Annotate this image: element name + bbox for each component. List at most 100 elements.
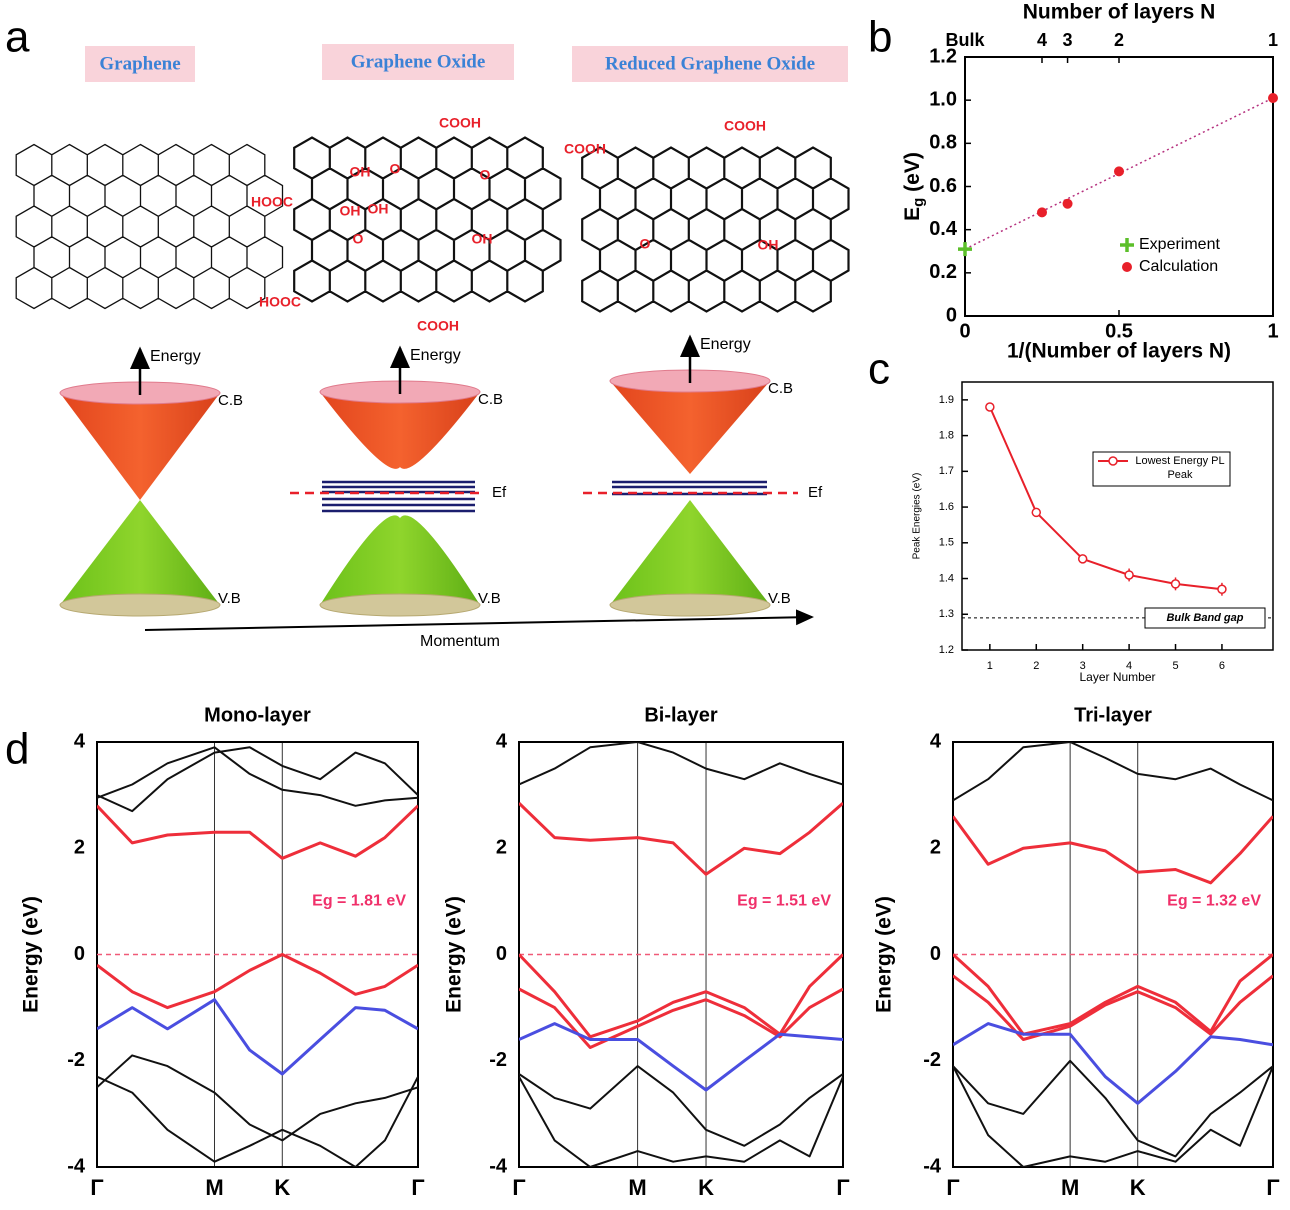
series-line	[519, 742, 843, 786]
functional-group: O	[640, 236, 651, 252]
marker	[1037, 207, 1047, 218]
marker	[1217, 584, 1227, 595]
y-tick-label: 2	[496, 837, 507, 859]
series-line	[519, 1022, 843, 1092]
momentum-label: Momentum	[420, 633, 500, 650]
series-line	[953, 815, 1273, 885]
legend-label: Lowest Energy PL Peak	[1135, 455, 1225, 481]
series-line	[97, 804, 418, 860]
vb-label: V.B	[218, 590, 241, 607]
gap-annotation: Eg = 1.81 eV	[312, 893, 406, 910]
y-axis-label-part: (eV)	[901, 152, 924, 198]
x-tick-label: 1	[1267, 320, 1278, 342]
x-tick-label: 1	[987, 660, 993, 672]
series-line	[953, 742, 1273, 802]
valence-band	[320, 515, 480, 605]
x2-tick-label: 4	[1037, 30, 1047, 50]
series-line	[97, 953, 418, 1010]
x2-axis-label: Number of layers N	[1023, 1, 1216, 24]
y-axis-label-part: g	[910, 198, 927, 207]
y-tick-label: -4	[489, 1155, 508, 1177]
y-axis-label-part: E	[901, 207, 924, 221]
energy-label: Energy	[150, 348, 201, 365]
y-tick-label: 0	[74, 943, 85, 965]
structure-title: Graphene Oxide	[351, 51, 486, 72]
x-tick-label: Γ	[512, 1175, 525, 1200]
y-tick-label: 1.2	[929, 45, 957, 67]
panel-label: c	[868, 345, 890, 394]
x-axis-label: 1/(Number of layers N)	[1007, 340, 1231, 363]
y-tick-label: 0	[496, 943, 507, 965]
x-tick-label: M	[1061, 1175, 1079, 1200]
marker	[1170, 579, 1181, 589]
band-base	[609, 593, 771, 617]
series-line	[97, 1075, 418, 1167]
x-tick-label: 3	[1080, 660, 1086, 672]
x-tick-label: Γ	[411, 1175, 424, 1200]
functional-group: O	[480, 167, 491, 183]
x-tick-label: 0	[959, 320, 970, 342]
conduction-band	[60, 393, 220, 500]
y-tick-label: 0.8	[929, 132, 957, 154]
y-tick-label: -4	[67, 1155, 86, 1177]
functional-group: O	[353, 231, 364, 247]
y-tick-label: 4	[496, 730, 508, 752]
series-line	[97, 746, 418, 807]
marker	[1077, 554, 1088, 564]
chart-title: Bi-layer	[644, 704, 718, 726]
functional-group: HOOC	[251, 194, 293, 210]
marker	[1031, 507, 1042, 518]
x-tick-label: 2	[1033, 660, 1039, 672]
y-tick-label: -2	[923, 1049, 941, 1071]
reference-box	[1144, 607, 1266, 629]
x2-tick-label: Bulk	[945, 30, 985, 50]
panel-label: b	[868, 13, 892, 62]
marker	[1124, 570, 1134, 580]
conduction-band	[610, 381, 770, 474]
x2-tick-label: 2	[1114, 30, 1124, 50]
title-box	[85, 46, 195, 82]
y-tick-label: -2	[67, 1049, 85, 1071]
y-tick-label: 1.4	[939, 572, 954, 584]
series-line	[519, 953, 843, 1039]
x-tick-label: K	[274, 1175, 290, 1200]
x-tick-label: K	[698, 1175, 714, 1200]
legend-label: Experiment	[1139, 236, 1220, 253]
y-axis-label: Peak Energies (eV)	[912, 473, 923, 560]
x-tick-label: M	[205, 1175, 223, 1200]
plot-area	[97, 746, 418, 1167]
y-axis-label: Energy (eV)	[443, 896, 466, 1013]
series-line	[97, 1054, 418, 1142]
legend-label: Calculation	[1139, 258, 1218, 275]
marker	[958, 242, 972, 257]
functional-group: OH	[758, 237, 779, 253]
lattice	[15, 143, 284, 310]
y-tick-label: 0.4	[929, 218, 958, 240]
y-axis-label: Eg (eV)	[901, 152, 927, 221]
panel-label: d	[5, 725, 29, 774]
y-tick-label: 1.9	[939, 394, 954, 406]
cb-label: C.B	[218, 392, 243, 409]
x-tick-label: Γ	[946, 1175, 959, 1200]
gap-annotation: Eg = 1.51 eV	[737, 893, 831, 910]
marker	[1062, 198, 1073, 209]
title-box	[572, 46, 848, 82]
functional-group: O	[390, 161, 401, 177]
x-tick-label: 6	[1219, 660, 1225, 672]
y-tick-label: 0.2	[929, 261, 957, 283]
y-tick-label: 1.5	[939, 537, 954, 549]
y-tick-label: 1.2	[939, 644, 954, 656]
plot-frame	[964, 56, 1274, 317]
legend-marker	[1108, 456, 1118, 466]
x2-tick-label: 3	[1063, 30, 1073, 50]
y-tick-label: 0.6	[929, 175, 957, 197]
x-tick-label: 0.5	[1105, 320, 1133, 342]
vb-label: V.B	[478, 590, 501, 607]
x-tick-label: Γ	[90, 1175, 103, 1200]
band-base	[319, 593, 481, 617]
chart-title: Tri-layer	[1074, 704, 1152, 726]
x-tick-label: Γ	[836, 1175, 849, 1200]
marker	[1268, 93, 1278, 104]
valence-band	[60, 500, 220, 605]
chart-title: Mono-layer	[204, 704, 311, 726]
